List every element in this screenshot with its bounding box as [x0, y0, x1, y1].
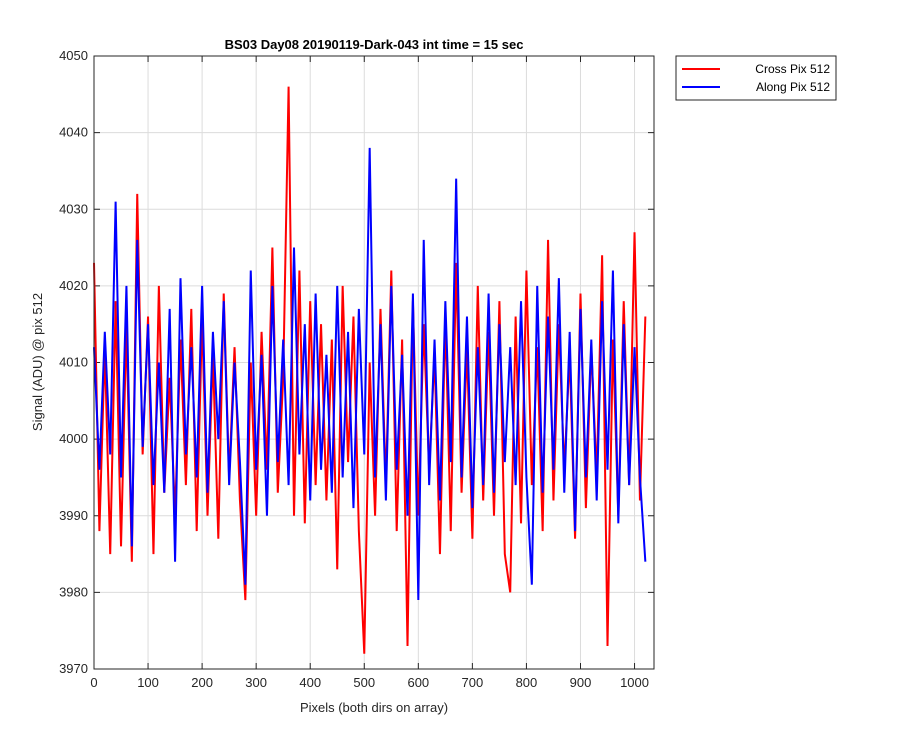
axes-box [93, 55, 655, 670]
y-tick-label: 3990 [59, 508, 88, 523]
y-tick-label: 4050 [59, 48, 88, 63]
y-tick-label: 4040 [59, 125, 88, 140]
y-axis-label: Signal (ADU) @ pix 512 [30, 293, 45, 431]
chart-title: BS03 Day08 20190119-Dark-043 int time = … [225, 37, 524, 52]
x-tick-label: 200 [191, 675, 213, 690]
data-line [93, 147, 647, 601]
x-tick-label: 900 [570, 675, 592, 690]
y-tick-label: 3980 [59, 584, 88, 599]
y-tick-label: 4000 [59, 431, 88, 446]
y-tick-label: 4020 [59, 278, 88, 293]
x-tick-label: 1000 [620, 675, 649, 690]
x-axis-label: Pixels (both dirs on array) [300, 700, 448, 715]
x-tick-label: 800 [516, 675, 538, 690]
y-tick-label: 3970 [59, 661, 88, 676]
legend-label: Cross Pix 512 [755, 62, 830, 76]
x-tick-label: 100 [137, 675, 159, 690]
data-line [93, 86, 647, 654]
x-tick-label: 700 [462, 675, 484, 690]
x-tick-label: 300 [245, 675, 267, 690]
x-tick-label: 0 [90, 675, 97, 690]
y-tick-label: 4010 [59, 355, 88, 370]
legend-box [675, 55, 837, 101]
x-tick-label: 500 [353, 675, 375, 690]
legend-label: Along Pix 512 [756, 80, 830, 94]
x-tick-label: 400 [299, 675, 321, 690]
x-tick-label: 600 [407, 675, 429, 690]
y-tick-label: 4030 [59, 201, 88, 216]
